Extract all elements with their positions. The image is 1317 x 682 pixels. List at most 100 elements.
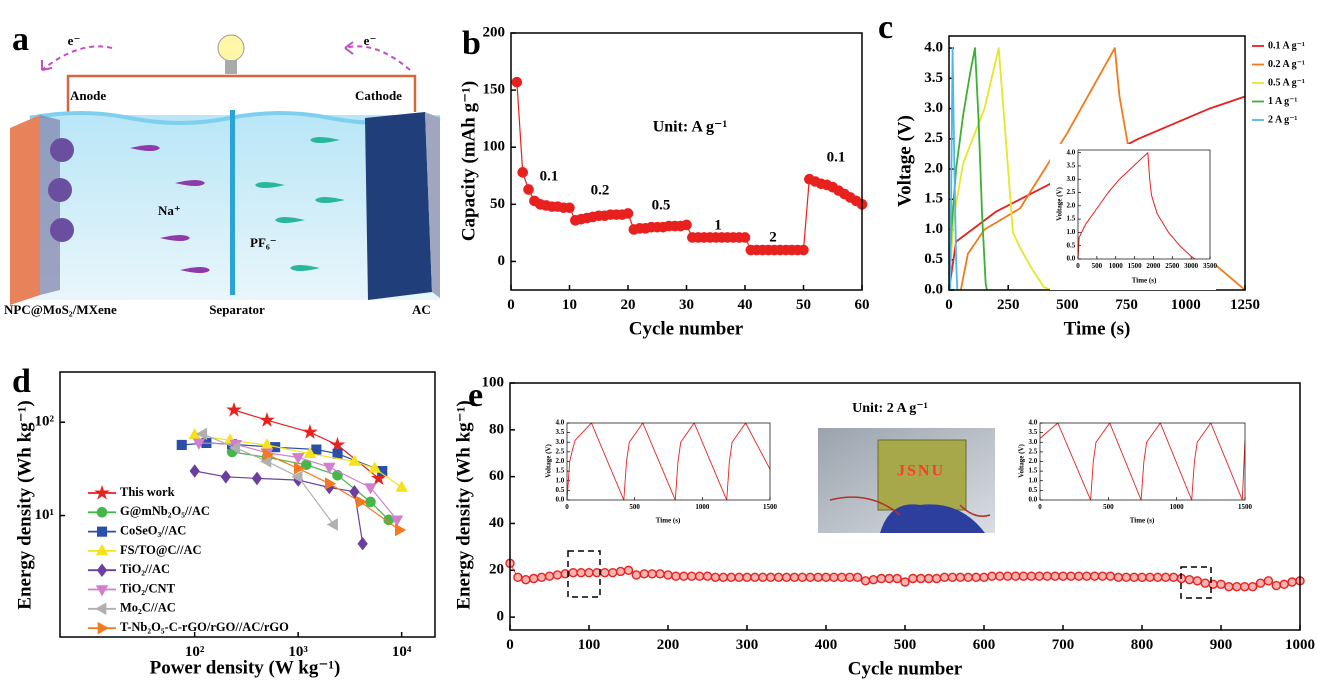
cation <box>180 267 210 273</box>
schematic: a e⁻ e⁻ Anode Cathode Na⁺ PF₆⁻ NPC@MoS₂/… <box>4 21 441 317</box>
marker <box>829 572 839 583</box>
x-axis-label: Power density (W kg⁻¹) <box>150 657 341 678</box>
marker <box>95 602 107 616</box>
y-tick-label: 2.0 <box>1028 457 1037 465</box>
marker <box>325 477 337 490</box>
legend-label: T-Nb₂O₅-C-rGO/rGO//AC/rGO <box>120 620 289 634</box>
marker <box>1160 572 1171 583</box>
marker <box>622 208 634 219</box>
x-tick-label: 1500 <box>1128 262 1143 270</box>
marker <box>1224 581 1234 592</box>
x-tick-label: 500 <box>629 503 640 511</box>
series-line <box>1078 152 1196 259</box>
x-tick-label: 1000 <box>695 503 710 511</box>
x-tick-label: 10³ <box>288 644 308 660</box>
marker <box>955 572 965 583</box>
marker <box>773 572 784 583</box>
annotation: 0.1 <box>540 168 559 184</box>
marker <box>687 571 697 581</box>
anode-plate <box>10 115 40 305</box>
marker <box>329 436 346 452</box>
marker <box>845 572 855 583</box>
marker <box>798 244 809 256</box>
marker <box>615 566 626 577</box>
marker <box>734 572 744 583</box>
marker <box>536 572 547 583</box>
marker <box>1010 571 1021 581</box>
x-tick-label: 500 <box>1103 503 1114 511</box>
marker <box>348 454 361 466</box>
y-tick-label: 3.5 <box>1066 162 1075 170</box>
y-tick-label: 100 <box>483 139 506 155</box>
series-line <box>1040 423 1245 500</box>
marker <box>813 572 823 583</box>
inset-background <box>540 418 776 528</box>
annotation: Unit: 2 A g⁻¹ <box>852 401 928 416</box>
marker <box>395 523 407 537</box>
marker <box>860 576 871 586</box>
marker <box>681 219 692 231</box>
x-tick-label: 500 <box>1056 297 1079 313</box>
y-tick-label: 4.0 <box>1028 419 1037 427</box>
marker <box>924 573 934 584</box>
legend-label: 0.1 A g⁻¹ <box>1268 40 1305 51</box>
anion <box>255 182 285 188</box>
y-axis-label: Energy density (Wh kg⁻¹) <box>14 400 35 609</box>
marker <box>739 232 751 243</box>
y-tick-label: 0.0 <box>1066 255 1075 263</box>
x-tick-label: 3000 <box>1184 262 1199 270</box>
marker <box>1287 577 1297 587</box>
photo-text: JSNU <box>897 463 945 480</box>
marker <box>702 571 713 581</box>
marker <box>95 585 109 597</box>
marker <box>332 448 343 459</box>
marker <box>195 427 208 441</box>
marker <box>1026 571 1037 581</box>
x-tick-label: 10² <box>185 644 205 660</box>
marker <box>291 453 305 465</box>
marker <box>96 563 108 577</box>
marker <box>1145 572 1155 583</box>
marker <box>568 567 578 578</box>
marker <box>94 484 110 500</box>
annotation: 0.2 <box>591 182 610 198</box>
x-tick-label: 1000 <box>1170 503 1185 511</box>
x-tick-label: 100 <box>578 637 601 653</box>
legend-label: TiO₂//AC <box>120 562 170 576</box>
marker <box>623 565 634 575</box>
anode-material: NPC@MoS₂/MXene <box>4 302 117 317</box>
x-tick-label: 60 <box>855 297 870 313</box>
y-tick-label: 0.5 <box>924 251 943 267</box>
legend-label: 1 A g⁻¹ <box>1268 96 1297 107</box>
y-tick-label: 1.0 <box>1028 476 1037 484</box>
y-tick-label: 1.5 <box>555 467 564 475</box>
marker <box>96 506 108 518</box>
x-axis-label: Cycle number <box>848 658 963 679</box>
marker <box>797 572 807 583</box>
plot-frame <box>566 422 771 501</box>
marker <box>303 446 317 458</box>
marker <box>291 470 303 484</box>
highlight-box <box>567 550 601 598</box>
y-tick-label: 1.0 <box>924 221 943 237</box>
marker <box>679 571 689 581</box>
y-axis-label: Voltage (V) <box>545 443 553 477</box>
cathode-plate <box>425 112 440 298</box>
marker <box>931 573 942 584</box>
marker <box>368 461 382 473</box>
marker <box>513 572 523 583</box>
y-tick-label: 3.0 <box>1028 438 1037 446</box>
marker <box>1239 581 1250 592</box>
anode-layer <box>40 115 60 295</box>
marker <box>95 543 109 556</box>
separator <box>230 110 235 295</box>
marker <box>821 572 831 583</box>
marker <box>395 480 408 492</box>
marker <box>900 577 910 587</box>
y-axis-label: Capacity (mAh g⁻¹) <box>458 81 479 241</box>
x-tick-label: 200 <box>657 637 680 653</box>
marker <box>1271 580 1282 591</box>
y-tick-label: 150 <box>483 82 506 98</box>
